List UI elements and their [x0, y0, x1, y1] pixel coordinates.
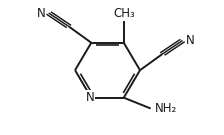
Text: N: N — [37, 6, 45, 20]
Text: N: N — [86, 91, 95, 104]
Text: N: N — [186, 34, 195, 47]
Text: NH₂: NH₂ — [155, 102, 177, 115]
Text: CH₃: CH₃ — [113, 7, 135, 20]
